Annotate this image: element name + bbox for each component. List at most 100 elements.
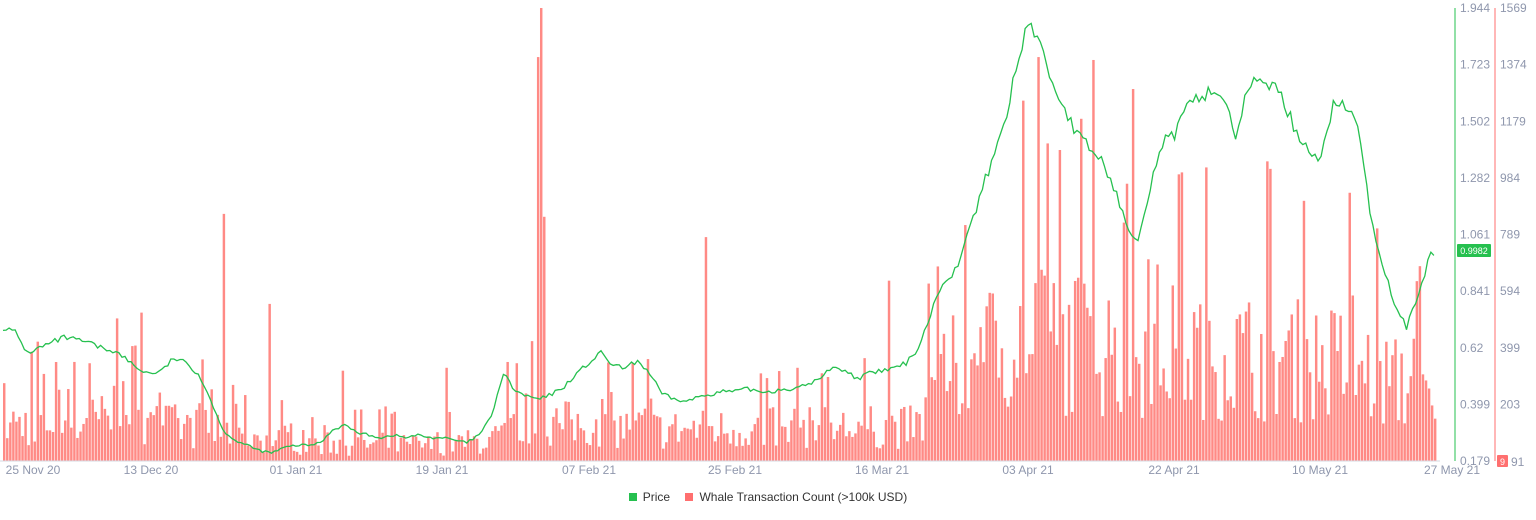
whale-count-bar xyxy=(305,451,308,461)
whale-count-bar xyxy=(567,401,570,461)
whale-count-bar xyxy=(1110,354,1113,461)
whale-count-bar xyxy=(1345,382,1348,461)
whale-count-bar xyxy=(488,436,491,461)
whale-count-bar xyxy=(439,453,442,461)
whale-count-bar xyxy=(1049,331,1052,461)
whale-count-bar xyxy=(1098,372,1101,461)
whale-count-bar xyxy=(985,306,988,461)
whale-count-bar xyxy=(183,423,186,461)
whale-count-bar xyxy=(594,419,598,461)
whale-count-bar xyxy=(530,341,534,461)
whale-count-bar xyxy=(1296,299,1300,461)
whale-count-bar xyxy=(1159,385,1162,461)
whale-count-bar xyxy=(634,420,638,461)
whale-count-bar xyxy=(646,359,650,461)
whale-count-bar xyxy=(875,447,879,461)
whale-count-bar xyxy=(774,445,778,461)
whale-count-bar xyxy=(411,436,415,461)
whale-count-bar xyxy=(652,414,656,461)
whale-count-bar xyxy=(829,422,833,461)
whale-count-bar xyxy=(204,409,207,461)
whale-count-bar xyxy=(665,442,668,461)
whale-count-bar xyxy=(1083,283,1086,461)
whale-count-bar xyxy=(1330,310,1333,461)
whale-count-bar xyxy=(262,452,265,461)
whale-count-bar xyxy=(167,405,171,461)
legend-item-price[interactable]: Price xyxy=(628,490,670,504)
whale-count-bar xyxy=(1385,341,1388,461)
whale-count-bar xyxy=(210,389,213,461)
whale-count-bar xyxy=(973,353,976,461)
whale-count-bar xyxy=(1119,411,1123,461)
whale-count-bar xyxy=(683,427,686,461)
whale-count-bar xyxy=(1369,416,1373,461)
whale-count-bar xyxy=(869,406,872,461)
whale-count-bar xyxy=(616,447,619,461)
whale-count-bar xyxy=(1028,354,1031,461)
whale-count-bar xyxy=(372,442,375,461)
whale-count-bar xyxy=(1220,420,1223,461)
whale-count-bar xyxy=(97,419,101,461)
whale-count-bar xyxy=(695,437,699,461)
whale-count-bar xyxy=(64,420,67,461)
whale-count-bar xyxy=(231,384,235,461)
whale-count-bar xyxy=(1107,300,1110,461)
whale-count-bar xyxy=(375,440,378,461)
whale-count-bar xyxy=(1153,323,1156,461)
whale-count-bar xyxy=(982,362,985,461)
whale-count-bar xyxy=(1147,259,1150,461)
whale-count-bar xyxy=(1156,264,1159,461)
whale-count-bar xyxy=(216,414,220,461)
whale-count-bar xyxy=(1339,315,1342,461)
whale-count-bar xyxy=(326,432,329,461)
whale-count-bar xyxy=(460,436,464,461)
whale-count-bar xyxy=(244,395,247,461)
whale-count-bar xyxy=(759,373,763,461)
whale-count-bar xyxy=(784,426,787,461)
whale-count-bar xyxy=(82,423,85,461)
whale-count-bar xyxy=(466,430,470,461)
whale-count-bar xyxy=(832,439,836,461)
whale-count-bar xyxy=(445,367,448,461)
whale-count-bar xyxy=(265,435,268,461)
whale-count-bar xyxy=(1372,403,1376,461)
whale-count-bar xyxy=(524,393,528,461)
whale-count-bar xyxy=(658,417,662,461)
whale-count-bar xyxy=(240,433,244,461)
whale-count-bar xyxy=(680,431,683,461)
whale-count-bar xyxy=(570,419,573,461)
price-line[interactable] xyxy=(2,22,1435,454)
whale-count-bar xyxy=(1266,161,1269,462)
whale-count-bar xyxy=(176,418,180,461)
whale-count-bar xyxy=(842,412,845,461)
whale-count-bar xyxy=(1031,354,1034,461)
whale-count-bar xyxy=(1327,414,1330,461)
whale-count-bar xyxy=(506,361,509,461)
whale-count-bar xyxy=(500,425,503,461)
whale-count-bar xyxy=(1299,422,1303,461)
whale-count-bar xyxy=(1357,364,1361,461)
whale-count-bar xyxy=(1025,373,1028,461)
whale-count-bar xyxy=(710,426,714,461)
whale-count-bar xyxy=(753,424,757,461)
whale-count-bar xyxy=(723,433,726,461)
whale-count-bar xyxy=(744,438,747,461)
legend-item-whale-count[interactable]: Whale Transaction Count (>100k USD) xyxy=(685,490,907,504)
whale-count-bar xyxy=(872,431,875,461)
whale-count-bar xyxy=(42,373,46,461)
whale-count-bar xyxy=(1128,396,1132,461)
whale-count-bar xyxy=(713,441,717,461)
whale-count-bar xyxy=(1363,383,1367,461)
whale-count-bar xyxy=(1138,363,1141,461)
whale-count-bar xyxy=(137,409,140,461)
whale-count-bar xyxy=(173,404,177,461)
whale-count-bar xyxy=(347,455,351,461)
whale-count-bar xyxy=(747,444,750,461)
whale-count-bar xyxy=(512,414,515,461)
whale-count-bar xyxy=(109,429,113,461)
whale-count-bar xyxy=(1199,304,1202,461)
whale-count-bar xyxy=(1400,353,1403,461)
whale-count-bar xyxy=(979,327,982,461)
whale-count-bar xyxy=(1177,174,1181,461)
whale-count-bar xyxy=(756,417,760,461)
